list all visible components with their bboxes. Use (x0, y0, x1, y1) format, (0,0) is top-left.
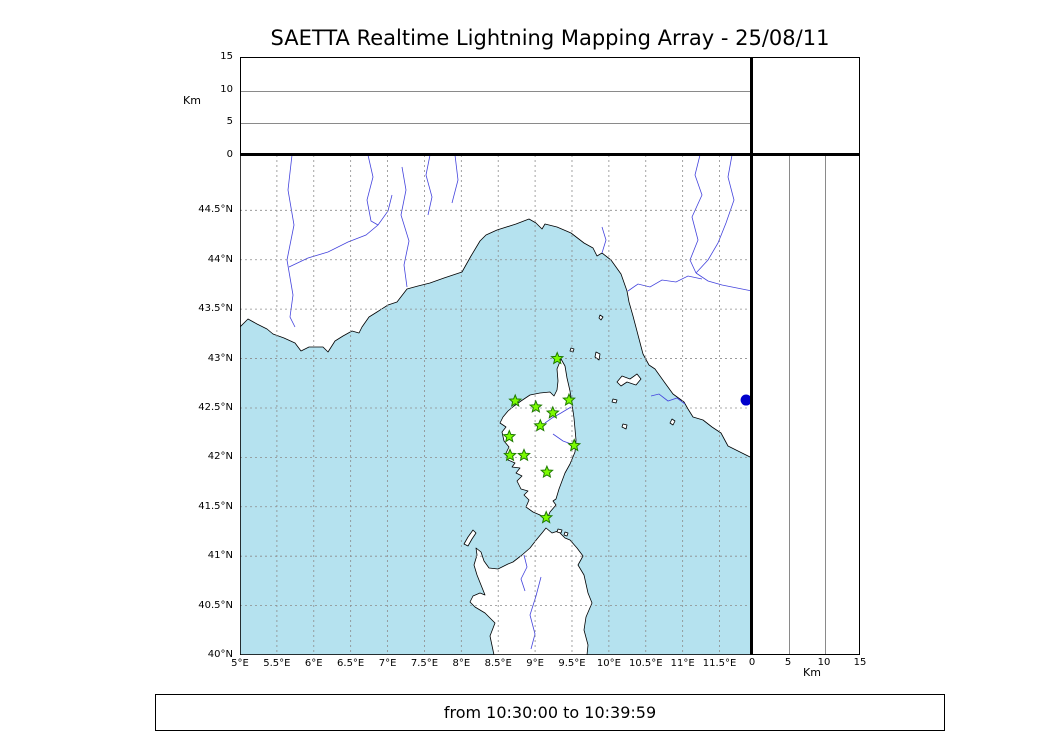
altitude-top-tick-label: 10 (220, 83, 233, 95)
station-markers (502, 351, 582, 524)
lon-tick-label: 8°E (452, 658, 471, 669)
maddalena-islet (556, 528, 563, 534)
river-stream (425, 155, 433, 216)
lat-tick-label: 44°N (207, 253, 233, 265)
station-marker (533, 418, 548, 432)
lon-tick-label: 7°E (378, 658, 397, 669)
lon-tick-label: 5.5°E (263, 658, 291, 669)
river-stream (451, 155, 459, 204)
lon-tick-label: 10°E (596, 658, 621, 669)
giglio-island (669, 418, 676, 426)
lon-tick-label: 11°E (670, 658, 695, 669)
station-marker (503, 448, 517, 462)
station-marker (539, 510, 554, 524)
altitude-gridline (241, 90, 751, 92)
lat-tick-label: 43.5°N (198, 303, 233, 315)
river-tiber-lower (695, 272, 752, 292)
altitude-right-tick-label: 15 (853, 657, 867, 668)
lon-tick-label: 9.5°E (558, 658, 586, 669)
altitude-top-tick-label: 15 (220, 51, 233, 62)
lat-tick-label: 44.5°N (198, 204, 233, 216)
station-marker (517, 448, 531, 462)
station-marker (550, 351, 565, 365)
river-golo (544, 406, 572, 424)
lon-tick-label: 8.5°E (484, 658, 512, 669)
mainland-coast-france-italy (240, 155, 752, 459)
altitude-vs-longitude-panel (240, 57, 752, 155)
maddalena-islet (563, 531, 569, 537)
map-gridlines (240, 155, 752, 655)
altitude-right-tick-label: 5 (784, 657, 792, 668)
altitude-gridline (241, 123, 751, 125)
station-marker (545, 405, 560, 419)
river-var (400, 166, 410, 288)
capraia-island (594, 351, 601, 361)
elba-island (616, 373, 642, 387)
event-marker-layer (740, 394, 752, 406)
station-marker (562, 392, 576, 406)
montecristo-island (621, 423, 628, 430)
separator-horizontal (240, 153, 860, 156)
sardinia-island (469, 527, 593, 655)
river-tirso (529, 576, 542, 650)
station-marker (539, 464, 554, 479)
altitude-right-tick-label: 10 (817, 657, 831, 668)
land-layer (240, 155, 752, 655)
altitude-axis-label-right: Km (803, 666, 821, 679)
altitude-top-tick-label: 0 (226, 149, 233, 160)
lat-tick-label: 43°N (207, 352, 233, 364)
time-range-box: from 10:30:00 to 10:39:59 (155, 694, 945, 731)
figure-title: SAETTA Realtime Lightning Mapping Array … (270, 26, 830, 50)
lat-tick-label: 40°N (207, 649, 233, 660)
altitude-gridline (825, 156, 826, 654)
lat-tick-label: 42.5°N (198, 401, 233, 413)
rivers (286, 155, 752, 650)
lat-tick-label: 41°N (207, 550, 233, 562)
river-tiber-branch (695, 155, 735, 274)
lat-tick-label: 40.5°N (198, 599, 233, 611)
separator-vertical (750, 57, 753, 655)
pianosa-island (611, 398, 618, 404)
gorgona-island (598, 314, 604, 321)
station-marker (528, 399, 543, 413)
river-coghinas (520, 554, 528, 592)
river-ombrone (650, 393, 686, 405)
river-durance (288, 194, 393, 268)
lon-tick-label: 11.5°E (702, 658, 737, 669)
altitude-top-tick-label: 5 (226, 116, 233, 128)
lightning-source-marker (740, 394, 752, 406)
river-magra (601, 226, 607, 254)
corsica-island (499, 358, 577, 520)
altitude-right-tick-label: 0 (748, 657, 756, 668)
station-marker (567, 438, 582, 452)
lat-tick-label: 42°N (207, 451, 233, 463)
lat-tick-label: 41.5°N (198, 500, 233, 512)
altitude-histogram-panel (752, 57, 860, 155)
time-range-text: from 10:30:00 to 10:39:59 (443, 703, 657, 722)
station-marker (508, 393, 523, 407)
lon-tick-label: 9°E (526, 658, 544, 669)
map-panel (240, 155, 752, 655)
asinara-island (463, 529, 477, 547)
lon-tick-label: 6°E (304, 658, 323, 669)
river-alpine (366, 155, 379, 226)
lon-tick-label: 10.5°E (628, 658, 663, 669)
lon-tick-label: 5°E (231, 658, 249, 669)
station-marker (502, 429, 517, 443)
lon-tick-label: 6.5°E (337, 658, 365, 669)
altitude-vs-latitude-panel (752, 155, 860, 655)
lon-tick-label: 7.5°E (410, 658, 439, 669)
altitude-axis-label-top: Km (183, 94, 201, 107)
altitude-gridline (789, 156, 790, 654)
river-arno (627, 275, 703, 292)
